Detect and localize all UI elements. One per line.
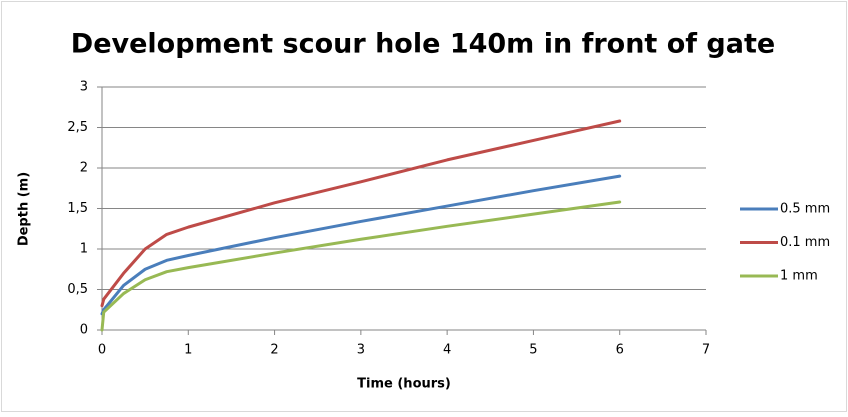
line-series (100, 119, 622, 308)
y-tick-label: 0,5 (67, 282, 88, 297)
y-tick-label: 0 (80, 323, 88, 338)
x-tick-label: 6 (616, 343, 624, 358)
line-series (100, 200, 622, 332)
x-tick-label: 7 (702, 343, 710, 358)
x-tick-label: 2 (270, 343, 278, 358)
x-tick-label: 5 (529, 343, 537, 358)
chart-title: Development scour hole 140m in front of … (71, 29, 775, 60)
line-series (100, 174, 622, 316)
x-tick-label: 0 (98, 343, 106, 358)
y-axis-label: Depth (m) (17, 172, 32, 246)
legend-label: 1 mm (780, 269, 818, 284)
y-tick-label: 3 (80, 80, 88, 95)
y-tick-label: 2 (80, 161, 88, 176)
legend-label: 0.1 mm (780, 235, 830, 250)
x-tick-label: 4 (443, 343, 451, 358)
x-tick-label: 3 (357, 343, 365, 358)
y-tick-label: 2,5 (67, 120, 88, 135)
y-tick-label: 1,5 (67, 201, 88, 216)
x-tick-label: 1 (184, 343, 192, 358)
y-tick-label: 1 (80, 242, 88, 257)
x-axis-label: Time (hours) (357, 377, 451, 392)
legend-label: 0.5 mm (780, 202, 830, 217)
